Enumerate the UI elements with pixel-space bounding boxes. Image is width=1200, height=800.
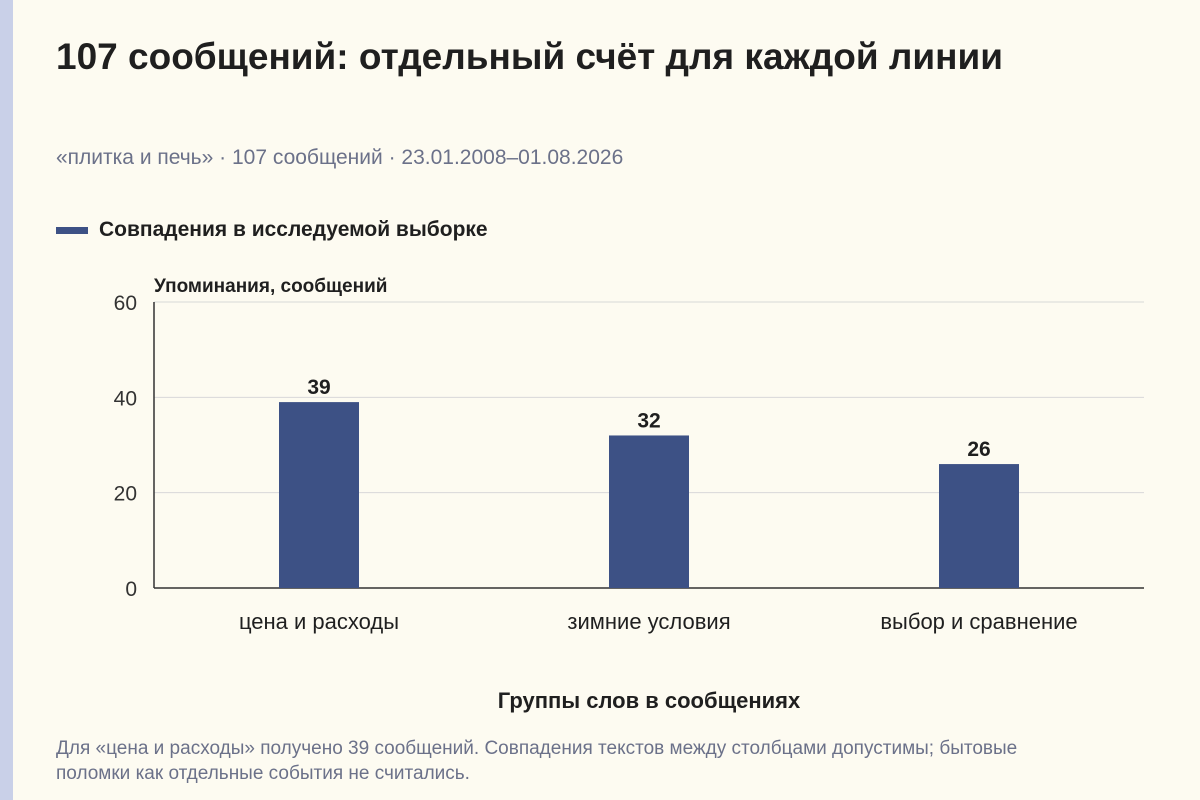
chart-title: 107 сообщений: отдельный счёт для каждой… [56, 36, 1003, 77]
legend-label: Совпадения в исследуемой выборке [99, 218, 488, 241]
y-axis-title: Упоминания, сообщений [154, 276, 387, 297]
y-tick-label: 40 [114, 387, 137, 410]
bar-value-label: 32 [637, 409, 660, 432]
y-tick-label: 0 [125, 578, 137, 601]
bar-value-label: 39 [307, 376, 330, 399]
left-accent-strip [0, 0, 13, 800]
y-tick-label: 20 [114, 483, 137, 506]
bar-value-label: 26 [967, 438, 990, 461]
x-tick-label: зимние условия [567, 609, 730, 634]
x-axis-title: Группы слов в сообщениях [498, 688, 801, 713]
chart-legend: Совпадения в исследуемой выборке [56, 218, 488, 242]
chart-subtitle: «плитка и печь» · 107 сообщений · 23.01.… [56, 146, 624, 169]
x-tick-label: выбор и сравнение [880, 609, 1077, 634]
chart-footnote: Для «цена и расходы» получено 39 сообщен… [56, 738, 1018, 784]
bar-1 [609, 435, 689, 588]
y-tick-label: 60 [114, 292, 137, 315]
x-tick-label: цена и расходы [239, 609, 399, 634]
bar-0 [279, 402, 359, 588]
bar-2 [939, 464, 1019, 588]
legend-swatch [56, 226, 88, 234]
